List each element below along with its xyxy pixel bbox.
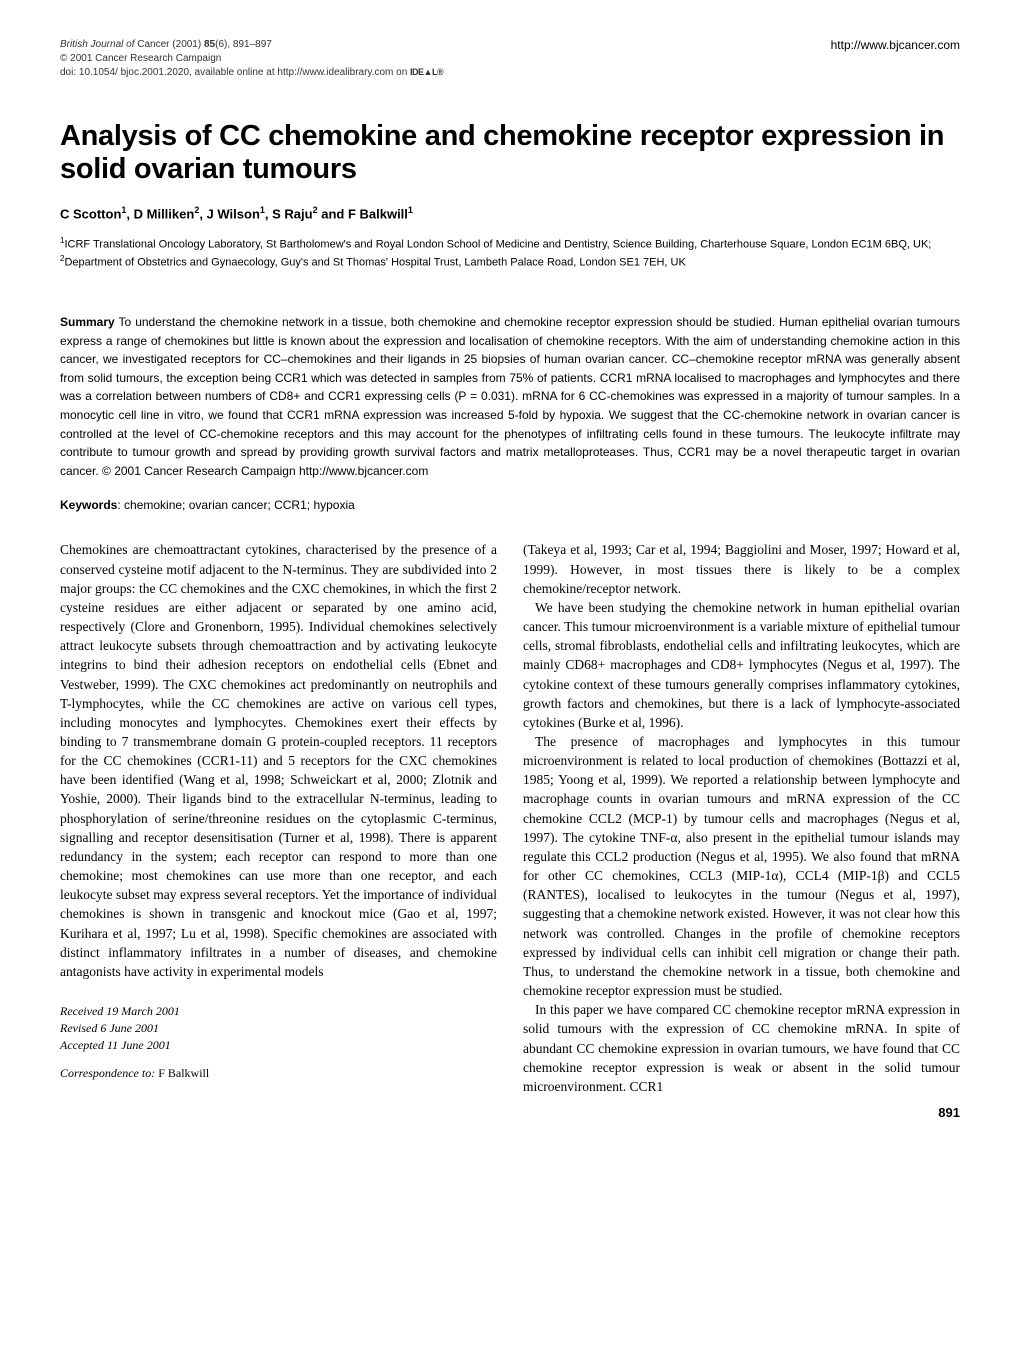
copyright-line: © 2001 Cancer Research Campaign (60, 52, 443, 66)
summary-text: To understand the chemokine network in a… (60, 315, 960, 478)
authors-list: C Scotton1, D Milliken2, J Wilson1, S Ra… (60, 205, 960, 221)
doi-line: doi: 10.1054/ bjoc.2001.2020, available … (60, 66, 443, 80)
keywords-text: : chemokine; ovarian cancer; CCR1; hypox… (117, 498, 354, 512)
body-paragraph: We have been studying the chemokine netw… (523, 598, 960, 732)
summary-block: Summary To understand the chemokine netw… (60, 313, 960, 480)
journal-name: British Journal of Cancer (60, 39, 170, 50)
journal-citation: British Journal of Cancer (2001) 85(6), … (60, 38, 443, 52)
keywords-block: Keywords: chemokine; ovarian cancer; CCR… (60, 498, 960, 512)
received-date: Received 19 March 2001 (60, 1003, 497, 1020)
page-header: British Journal of Cancer (2001) 85(6), … (60, 38, 960, 80)
body-paragraph: (Takeya et al, 1993; Car et al, 1994; Ba… (523, 540, 960, 597)
correspondence-block: Correspondence to: F Balkwill (60, 1065, 497, 1082)
column-right: (Takeya et al, 1993; Car et al, 1994; Ba… (523, 540, 960, 1096)
column-left: Chemokines are chemoattractant cytokines… (60, 540, 497, 1096)
paper-page: British Journal of Cancer (2001) 85(6), … (0, 0, 1020, 1136)
page-number: 891 (938, 1105, 960, 1120)
affiliations: 1ICRF Translational Oncology Laboratory,… (60, 235, 960, 271)
body-text: Chemokines are chemoattractant cytokines… (60, 540, 960, 1096)
body-paragraph: The presence of macrophages and lymphocy… (523, 732, 960, 1000)
revised-date: Revised 6 June 2001 (60, 1020, 497, 1037)
dates-block: Received 19 March 2001 Revised 6 June 20… (60, 1003, 497, 1053)
body-paragraph: Chemokines are chemoattractant cytokines… (60, 540, 497, 981)
header-left: British Journal of Cancer (2001) 85(6), … (60, 38, 443, 80)
summary-label: Summary (60, 315, 115, 329)
body-paragraph: In this paper we have compared CC chemok… (523, 1000, 960, 1096)
correspondence-text: Correspondence to: F Balkwill (60, 1065, 497, 1082)
website-url: http://www.bjcancer.com (831, 38, 960, 52)
article-title: Analysis of CC chemokine and chemokine r… (60, 120, 960, 187)
ideal-logo-icon: IDE▲L® (410, 66, 443, 79)
keywords-label: Keywords (60, 498, 117, 512)
accepted-date: Accepted 11 June 2001 (60, 1037, 497, 1054)
journal-citation-detail: (2001) 85(6), 891–897 (172, 39, 272, 50)
